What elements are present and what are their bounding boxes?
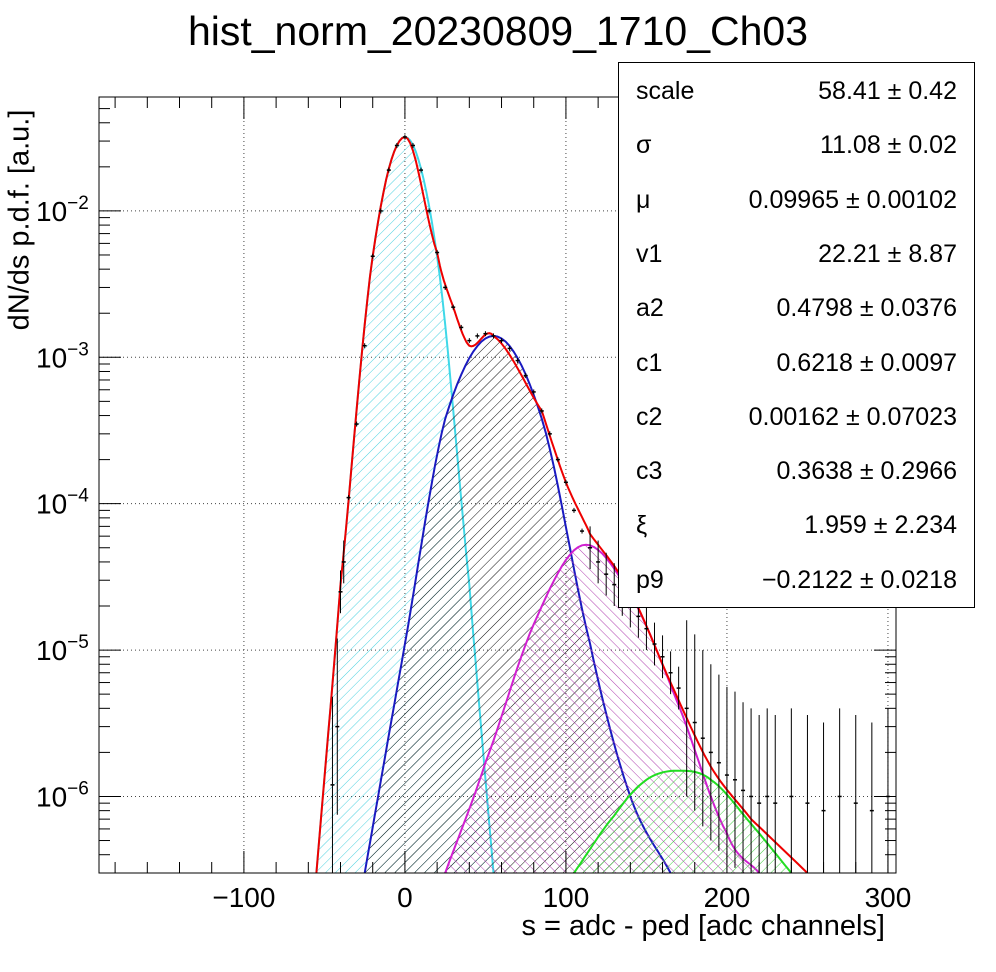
stat-row: a2 0.4798 ± 0.0376 xyxy=(619,280,974,334)
chart-title: hist_norm_20230809_1710_Ch03 xyxy=(187,8,809,54)
y-tick-label: 10−2 xyxy=(36,193,89,227)
stat-name: a2 xyxy=(636,294,664,323)
x-tick-label: 100 xyxy=(543,882,590,913)
x-tick-label: −100 xyxy=(212,882,275,913)
stat-row: scale 58.41 ± 0.42 xyxy=(619,63,974,117)
stat-row: p9 −0.2122 ± 0.0218 xyxy=(619,552,974,606)
stat-name: c2 xyxy=(636,402,663,431)
y-tick-label: 10−5 xyxy=(36,632,89,666)
stat-value: 1.959 ± 2.234 xyxy=(804,511,957,540)
stat-value: 0.09965 ± 0.00102 xyxy=(748,185,957,214)
x-tick-label: 200 xyxy=(704,882,751,913)
fit-components xyxy=(315,135,809,873)
stat-name: c1 xyxy=(636,348,663,377)
stat-value: 0.4798 ± 0.0376 xyxy=(776,294,957,323)
fit-statistics-box: scale 58.41 ± 0.42 σ 11.08 ± 0.02 μ 0.09965 ±… xyxy=(618,62,975,608)
stat-value: −0.2122 ± 0.0218 xyxy=(761,565,957,594)
stat-row: c1 0.6218 ± 0.0097 xyxy=(619,335,974,389)
stat-value: 58.41 ± 0.42 xyxy=(818,77,957,105)
y-axis-label: dN/ds p.d.f. [a.u.] xyxy=(3,109,36,331)
stat-name: v1 xyxy=(636,239,663,268)
stat-name: p9 xyxy=(636,565,664,594)
stat-row: σ 11.08 ± 0.02 xyxy=(619,117,974,171)
stat-row: c3 0.3638 ± 0.2966 xyxy=(619,443,974,497)
histogram xyxy=(330,134,890,873)
x-tick-label: 0 xyxy=(397,882,413,913)
stat-name: c3 xyxy=(636,457,663,486)
stat-value: 22.21 ± 8.87 xyxy=(818,239,957,268)
x-tick-label: 300 xyxy=(865,882,912,913)
y-tick-label: 10−4 xyxy=(36,486,89,520)
stat-name: ξ xyxy=(636,511,648,540)
stat-row: v1 22.21 ± 8.87 xyxy=(619,226,974,280)
stat-name: σ xyxy=(636,131,652,160)
stat-value: 11.08 ± 0.02 xyxy=(820,131,957,160)
y-tick-label: 10−6 xyxy=(36,778,89,812)
stat-row: c2 0.00162 ± 0.07023 xyxy=(619,389,974,443)
y-tick-label: 10−3 xyxy=(36,339,89,373)
stat-value: 0.3638 ± 0.2966 xyxy=(776,457,957,486)
stat-value: 0.6218 ± 0.0097 xyxy=(776,348,957,377)
stat-row: ξ 1.959 ± 2.234 xyxy=(619,497,974,551)
stat-row: μ 0.09965 ± 0.00102 xyxy=(619,172,974,226)
x-axis-label: s = adc - ped [adc channels] xyxy=(521,910,885,942)
stat-value: 0.00162 ± 0.07023 xyxy=(748,402,957,431)
stat-name: scale xyxy=(636,77,695,105)
stat-name: μ xyxy=(636,185,651,214)
component-fill xyxy=(574,770,792,873)
